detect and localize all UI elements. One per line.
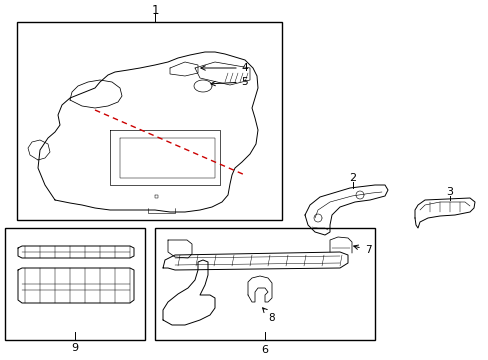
Text: 5: 5: [210, 77, 248, 87]
Text: 7: 7: [353, 245, 370, 255]
Bar: [5, 228, 145, 340]
Text: 3: 3: [446, 187, 452, 197]
Text: 2: 2: [349, 173, 356, 183]
Text: 1: 1: [151, 4, 159, 17]
Bar: [155, 228, 374, 340]
Text: 4: 4: [201, 63, 248, 73]
Bar: [17, 22, 282, 220]
Text: 9: 9: [71, 343, 79, 353]
Text: 8: 8: [262, 308, 275, 323]
Text: 6: 6: [261, 345, 268, 355]
